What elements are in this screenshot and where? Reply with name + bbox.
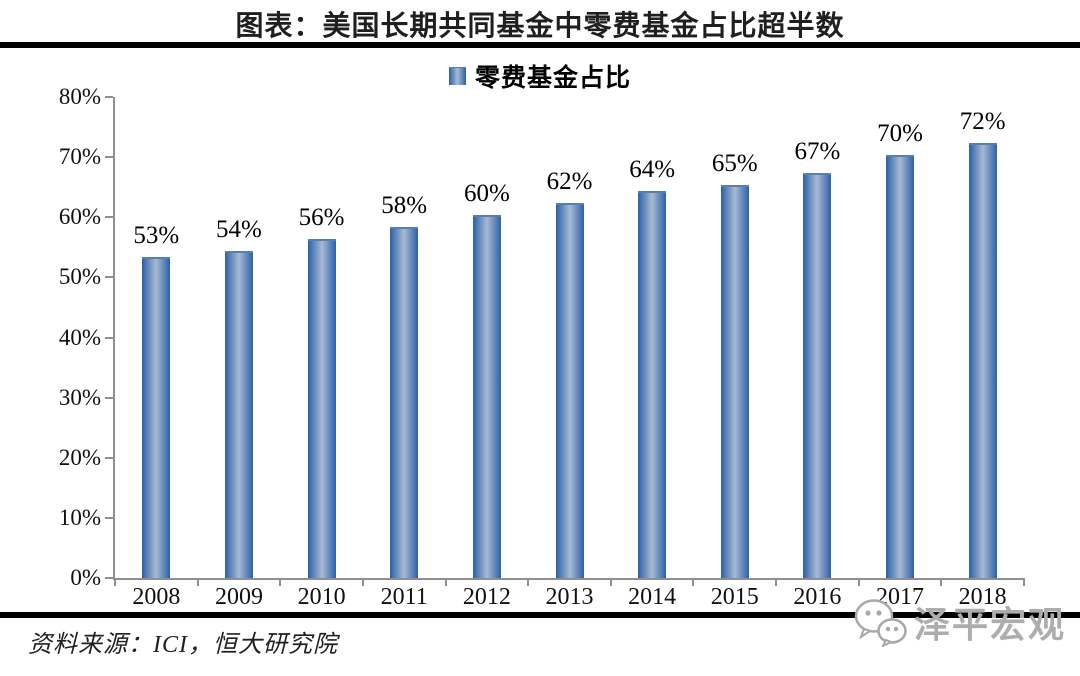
bar-2009 — [224, 251, 253, 578]
x-axis-tick — [609, 578, 612, 586]
bar-value-label: 65% — [711, 150, 758, 178]
y-axis-label: 60% — [58, 204, 101, 230]
y-axis-label: 10% — [58, 504, 101, 530]
x-axis-category-label: 2009 — [214, 584, 263, 610]
x-axis-category-label: 2011 — [380, 584, 428, 610]
y-axis-tick — [105, 96, 113, 98]
footer-divider — [0, 612, 1080, 618]
bar-2015 — [720, 185, 749, 578]
y-axis-tick — [105, 516, 113, 519]
bar-value-label: 58% — [381, 192, 428, 220]
y-axis-tick — [105, 456, 113, 459]
watermark-text: 泽平宏观 — [913, 605, 1066, 645]
bar-value-label: 70% — [877, 120, 923, 148]
y-axis-tick — [105, 216, 113, 219]
x-axis-category-label: 2010 — [297, 584, 346, 610]
bar-2017 — [886, 155, 915, 578]
x-axis-tick — [279, 578, 282, 586]
legend-marker-icon — [448, 67, 466, 85]
y-axis-label: 30% — [58, 384, 101, 410]
x-axis-category-label: 2013 — [545, 584, 594, 610]
y-axis-label: 0% — [70, 565, 101, 590]
y-axis-tick — [105, 336, 113, 339]
y-axis-label: 50% — [58, 264, 101, 290]
bar-value-label: 64% — [629, 156, 676, 184]
bar-2011 — [390, 227, 419, 578]
x-axis-category-label: 2008 — [132, 584, 181, 610]
bar-2014 — [638, 191, 667, 578]
y-axis-label: 20% — [58, 444, 101, 470]
x-axis-tick — [114, 578, 116, 586]
bar-value-label: 62% — [546, 168, 593, 196]
x-axis-category-label: 2014 — [628, 584, 677, 610]
y-axis-tick — [105, 396, 113, 399]
watermark: 泽平宏观 — [852, 596, 1066, 648]
y-axis-tick — [105, 577, 113, 579]
bar-2018 — [968, 143, 997, 578]
source-note: 资料来源：ICI，恒大研究院 — [28, 632, 338, 658]
bar-2012 — [472, 215, 501, 578]
wechat-icon — [854, 599, 907, 647]
title-divider — [0, 42, 1080, 48]
x-axis-tick — [857, 578, 860, 586]
x-axis-tick — [444, 578, 447, 586]
y-axis-label: 70% — [58, 144, 101, 170]
x-axis-tick — [196, 578, 199, 586]
bar-chart-plot: 0% 10% 20% 30% 40% 50% 60% 70% 80% 53% 2008 54% 2009… — [59, 84, 1025, 610]
x-axis-category-label: 2015 — [710, 584, 759, 610]
bar-2008 — [142, 257, 171, 578]
y-axis-tick — [105, 156, 113, 159]
x-axis-category-label: 2012 — [462, 584, 511, 610]
bar-2013 — [555, 203, 584, 578]
bar-value-label: 67% — [794, 138, 841, 166]
bar-value-label: 56% — [298, 204, 345, 232]
y-axis-tick — [105, 276, 113, 279]
bar-value-label: 72% — [959, 108, 1006, 136]
x-axis-tick — [692, 578, 695, 586]
x-axis-tick — [940, 578, 943, 586]
y-axis-label: 40% — [58, 324, 101, 350]
x-axis-tick — [527, 578, 530, 586]
x-axis-tick — [1023, 578, 1025, 586]
x-axis-category-label: 2016 — [793, 584, 842, 610]
y-axis-label: 80% — [58, 84, 101, 109]
bar-value-label: 53% — [133, 222, 180, 250]
x-axis-tick — [361, 578, 364, 586]
x-axis-category-label: 2018 — [958, 584, 1007, 610]
bar-value-label: 60% — [463, 180, 510, 208]
x-axis-tick — [775, 578, 778, 586]
legend: 零费基金占比 — [0, 58, 1080, 94]
bar-2010 — [307, 239, 336, 578]
legend-label: 零费基金占比 — [474, 65, 631, 92]
bar-2016 — [803, 173, 832, 578]
chart-title: 图表：美国长期共同基金中零费基金占比超半数 — [235, 11, 845, 42]
bar-value-label: 54% — [216, 216, 262, 244]
